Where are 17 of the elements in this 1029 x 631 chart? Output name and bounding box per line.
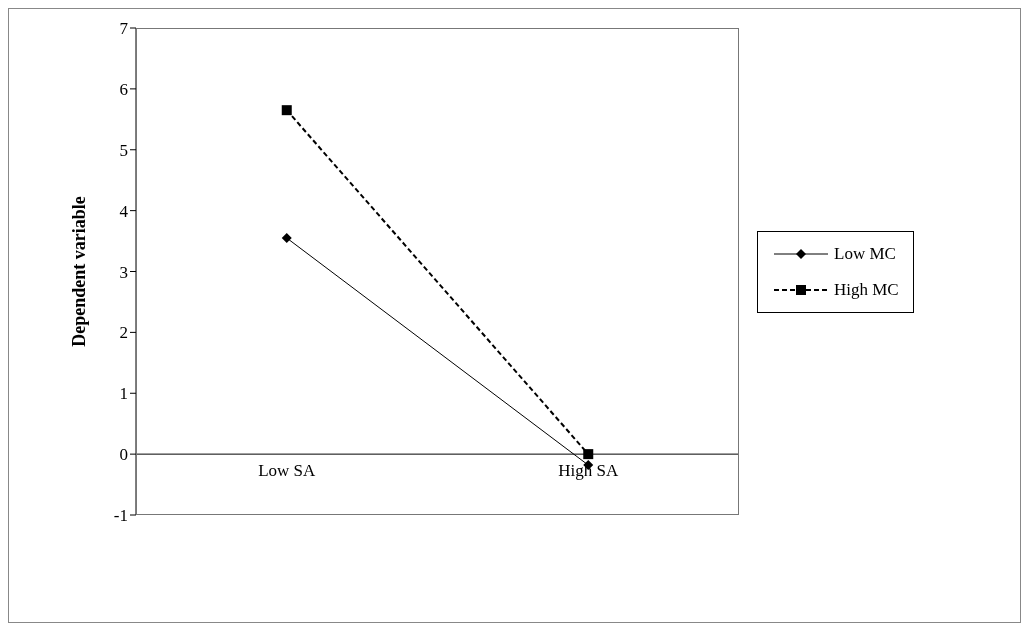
y-tick-label: 3 [119,262,128,282]
legend-label: High MC [834,279,899,300]
x-tick-label: High SA [558,461,619,481]
legend-label: Low MC [834,243,896,264]
y-tick-label: 6 [119,79,128,99]
y-tick-label: 4 [119,201,129,221]
y-axis-title: Dependent variable [69,196,90,347]
point [583,449,594,460]
y-tick-label: -1 [113,506,128,526]
point [281,105,292,116]
y-tick-label: 7 [119,19,129,39]
y-tick-label: 5 [119,140,128,160]
y-tick-label: 2 [119,323,128,343]
y-tick-label: 0 [119,445,128,465]
y-tick-label: 1 [119,384,128,404]
point [281,233,292,244]
x-tick-label: Low SA [258,461,317,481]
